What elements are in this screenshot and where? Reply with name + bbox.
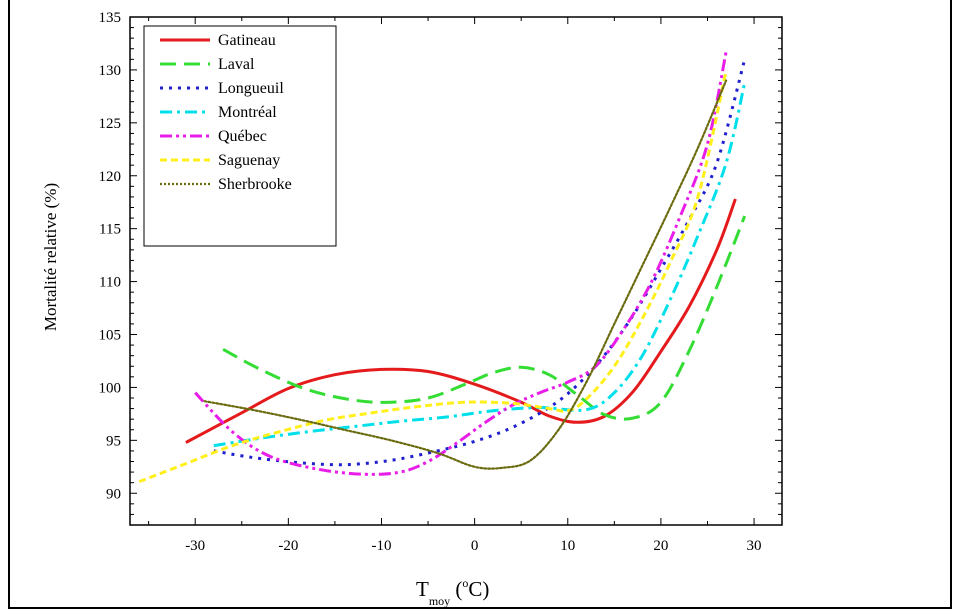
y-tick-label: 110 [99, 275, 121, 291]
figure-frame [8, 0, 952, 609]
legend-label-sherbrooke: Sherbrooke [218, 176, 292, 193]
x-axis-title: Tmoy (oC) [416, 576, 489, 608]
x-tick-label: 20 [653, 538, 668, 554]
legend: Gatineau Laval Longueuil Montréal Québec Sagu… [143, 25, 337, 247]
series-line-quebec [194, 51, 728, 476]
series-layer [138, 51, 747, 484]
x-tick-label: -30 [185, 538, 205, 554]
y-tick-label: 105 [99, 328, 122, 344]
series-line-gatineau [185, 198, 737, 444]
x-axis-title-main: T [416, 577, 429, 601]
legend-items: Gatineau Laval Longueuil Montréal Québec Sagu… [160, 32, 292, 193]
x-axis-title-degree: o [462, 576, 468, 590]
legend-label-montreal: Montréal [218, 104, 277, 121]
x-tick-label: 10 [560, 538, 575, 554]
legend-label-gatineau: Gatineau [218, 32, 276, 49]
y-axis-title: Mortalité relative (%) [41, 183, 60, 331]
legend-label-saguenay: Saguenay [218, 152, 280, 169]
x-tick-label: -10 [371, 538, 391, 554]
y-tick-label: 90 [106, 486, 121, 502]
plot-area-frame [129, 16, 783, 526]
x-tick-label: 30 [747, 538, 762, 554]
x-axis-title-unit-open: ( [450, 577, 462, 601]
legend-label-laval: Laval [218, 56, 255, 73]
y-tick-label: 95 [106, 433, 121, 449]
series-line-montreal [213, 82, 747, 448]
series-line-sherbrooke [203, 79, 728, 470]
x-axis-title-unit-close: C) [468, 577, 489, 601]
y-tick-label: 135 [99, 10, 122, 26]
legend-label-longueuil: Longueuil [218, 80, 284, 97]
y-tick-label: 130 [99, 63, 122, 79]
x-axis-title-sub: moy [429, 594, 450, 608]
y-tick-label: 115 [99, 222, 121, 238]
y-tick-label: 100 [99, 380, 122, 396]
x-tick-label: 0 [471, 538, 479, 554]
y-tick-label: 125 [99, 116, 122, 132]
series-line-laval [222, 215, 747, 421]
series-line-saguenay [138, 70, 728, 484]
tick-labels: -30 -20 -10 0 10 20 30 90 95 100 105 110 115 120 125 13… [99, 10, 762, 554]
y-tick-label: 120 [99, 169, 122, 185]
legend-label-quebec: Québec [218, 128, 267, 145]
x-tick-label: -20 [278, 538, 298, 554]
